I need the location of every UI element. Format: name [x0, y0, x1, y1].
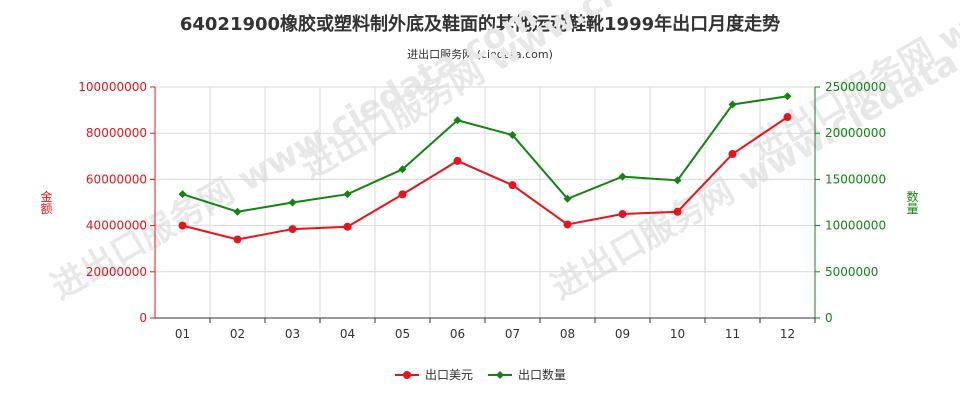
x-axis-tick-label: 06	[450, 327, 465, 341]
left-axis-tick-label: 60000000	[86, 172, 147, 186]
left-axis-tick-label: 20000000	[86, 265, 147, 279]
x-axis-tick-label: 02	[230, 327, 245, 341]
right-axis-tick-label: 0	[825, 311, 833, 325]
series-point-1	[673, 207, 682, 216]
series-point-2	[618, 172, 627, 181]
series-point-2	[398, 165, 407, 174]
right-axis-tick-label: 10000000	[825, 219, 886, 233]
series-point-1	[343, 222, 352, 231]
series-point-2	[178, 190, 187, 199]
x-axis-tick-label: 04	[340, 327, 355, 341]
series-point-2	[783, 92, 792, 101]
series-point-1	[398, 190, 407, 199]
series-point-2	[343, 190, 352, 199]
legend-marker-2	[496, 371, 504, 379]
series-point-1	[618, 210, 627, 219]
legend-marker-1	[403, 371, 411, 379]
x-axis-tick-label: 05	[395, 327, 410, 341]
left-axis-tick-label: 100000000	[78, 80, 147, 94]
x-axis-tick-label: 12	[780, 327, 795, 341]
left-axis-tick-label: 40000000	[86, 219, 147, 233]
chart-subtitle: 进出口服务网 (ciedata.com)	[407, 48, 553, 61]
series-point-1	[453, 156, 462, 165]
series-point-2	[453, 116, 462, 125]
right-axis-title: 数量	[905, 189, 919, 214]
legend-label-1: 出口美元	[425, 368, 473, 382]
series-point-1	[783, 113, 792, 122]
series-point-2	[673, 176, 682, 185]
series-point-2	[508, 131, 517, 140]
series-point-1	[178, 221, 187, 230]
series-line-2	[182, 95, 788, 213]
series-point-2	[233, 207, 242, 216]
x-axis-tick-label: 08	[560, 327, 575, 341]
x-axis-tick-label: 10	[670, 327, 685, 341]
series-point-2	[288, 198, 297, 207]
series-line-1	[182, 116, 789, 241]
series-point-1	[508, 181, 517, 190]
series-point-1	[563, 220, 572, 229]
left-axis-title: 金额	[39, 189, 53, 215]
x-axis-tick-label: 11	[725, 327, 740, 341]
series-point-2	[728, 100, 737, 109]
left-axis-tick-label: 80000000	[86, 126, 147, 140]
right-axis-tick-label: 20000000	[825, 126, 886, 140]
legend-label-2: 出口数量	[518, 367, 566, 382]
x-axis-tick-label: 09	[615, 327, 630, 341]
x-axis-tick-label: 01	[175, 327, 190, 341]
left-axis-tick-label: 0	[139, 311, 147, 325]
chart-title: 64021900橡胶或塑料制外底及鞋面的其他运动鞋靴1999年出口月度走势	[179, 14, 781, 35]
series-point-1	[728, 149, 737, 158]
x-axis-tick-label: 03	[285, 327, 300, 341]
right-axis-tick-label: 25000000	[825, 80, 886, 94]
x-axis-tick-label: 07	[505, 327, 520, 341]
right-axis-tick-label: 5000000	[825, 265, 878, 279]
right-axis-tick-label: 15000000	[825, 172, 886, 186]
series-point-1	[233, 235, 242, 244]
series-point-1	[288, 225, 297, 234]
series-point-2	[563, 194, 572, 203]
